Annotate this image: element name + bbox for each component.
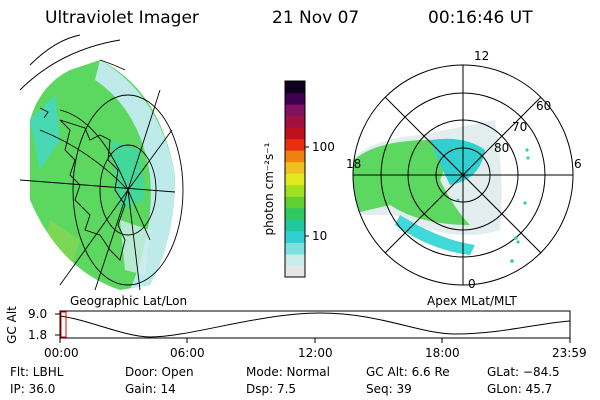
coastline-fragment	[39, 107, 49, 119]
colorbar	[284, 80, 309, 278]
time-tick-1800: 18:00	[425, 346, 460, 360]
ip-readout: IP: 36.0	[10, 382, 56, 396]
colorbar-frame	[284, 80, 306, 278]
colorbar-unit-label: photon cm⁻²s⁻¹	[262, 142, 276, 236]
time-tick-0600: 06:00	[170, 346, 205, 360]
colorbar-cell	[285, 219, 305, 232]
colorbar-cell	[285, 253, 305, 266]
colorbar-cell	[285, 184, 305, 197]
door-readout: Door: Open	[125, 365, 194, 379]
altitude-axis-label: GC Alt	[5, 306, 19, 344]
glat-readout: GLat: −84.5	[487, 365, 560, 379]
mlt-label-6: 6	[574, 157, 582, 171]
colorbar-tick-label-100: 100	[312, 140, 335, 154]
time-tick-2359: 23:59	[552, 346, 587, 360]
geo-emission-region	[30, 60, 175, 290]
colorbar-gradient	[285, 81, 305, 278]
colorbar-cell	[285, 138, 305, 151]
altitude-tick-9: 9.0	[28, 307, 48, 321]
altitude-frame	[59, 310, 571, 339]
colorbar-cell	[285, 104, 305, 117]
dsp-readout: Dsp: 7.5	[246, 382, 297, 396]
mlat-label-70: 70	[512, 120, 528, 134]
geographic-map	[19, 34, 184, 291]
colorbar-cell	[285, 150, 305, 163]
polar-emission-spots	[448, 146, 530, 263]
time-tick-0000: 00:00	[44, 346, 79, 360]
colorbar-cell	[285, 127, 305, 140]
colorbar-cell	[285, 173, 305, 186]
antarctica-coastline	[59, 119, 126, 261]
colorbar-cell	[285, 115, 305, 128]
polar-grid	[352, 64, 574, 286]
mlat-label-60: 60	[536, 99, 552, 113]
altitude-plot	[55, 310, 571, 343]
instrument-title: Ultraviolet Imager	[45, 8, 199, 28]
colorbar-tick-label-10: 10	[312, 229, 328, 243]
seq-readout: Seq: 39	[366, 382, 412, 396]
colorbar-cell	[285, 207, 305, 220]
mode-readout: Mode: Normal	[246, 365, 330, 379]
altitude-ticks	[55, 313, 571, 343]
time-label: 00:16:46 UT	[428, 8, 533, 28]
colorbar-cell	[285, 81, 305, 94]
gc-alt-readout: GC Alt: 6.6 Re	[366, 365, 450, 379]
filter-readout: Flt: LBHL	[10, 365, 64, 379]
mlt-label-12: 12	[474, 49, 490, 63]
polar-panel-label: Apex MLat/MLT	[427, 294, 517, 308]
mlt-label-18: 18	[346, 157, 362, 171]
mlt-label-0: 0	[468, 277, 476, 291]
colorbar-cell	[285, 161, 305, 174]
colorbar-cell	[285, 92, 305, 105]
time-cursor	[60, 311, 67, 338]
colorbar-cell	[285, 242, 305, 255]
polar-plot	[352, 64, 574, 286]
altitude-curve	[59, 312, 571, 338]
colorbar-cell	[285, 196, 305, 209]
time-tick-1200: 12:00	[298, 346, 333, 360]
glon-readout: GLon: 45.7	[487, 382, 553, 396]
gain-readout: Gain: 14	[125, 382, 176, 396]
colorbar-cell	[285, 230, 305, 243]
mlat-label-80: 80	[494, 141, 510, 155]
geographic-panel-label: Geographic Lat/Lon	[70, 294, 188, 308]
altitude-tick-1-8: 1.8	[28, 328, 48, 342]
date-label: 21 Nov 07	[272, 8, 360, 28]
colorbar-cell	[285, 265, 305, 278]
polar-emission-region	[353, 120, 502, 255]
geo-graticule	[19, 34, 184, 291]
